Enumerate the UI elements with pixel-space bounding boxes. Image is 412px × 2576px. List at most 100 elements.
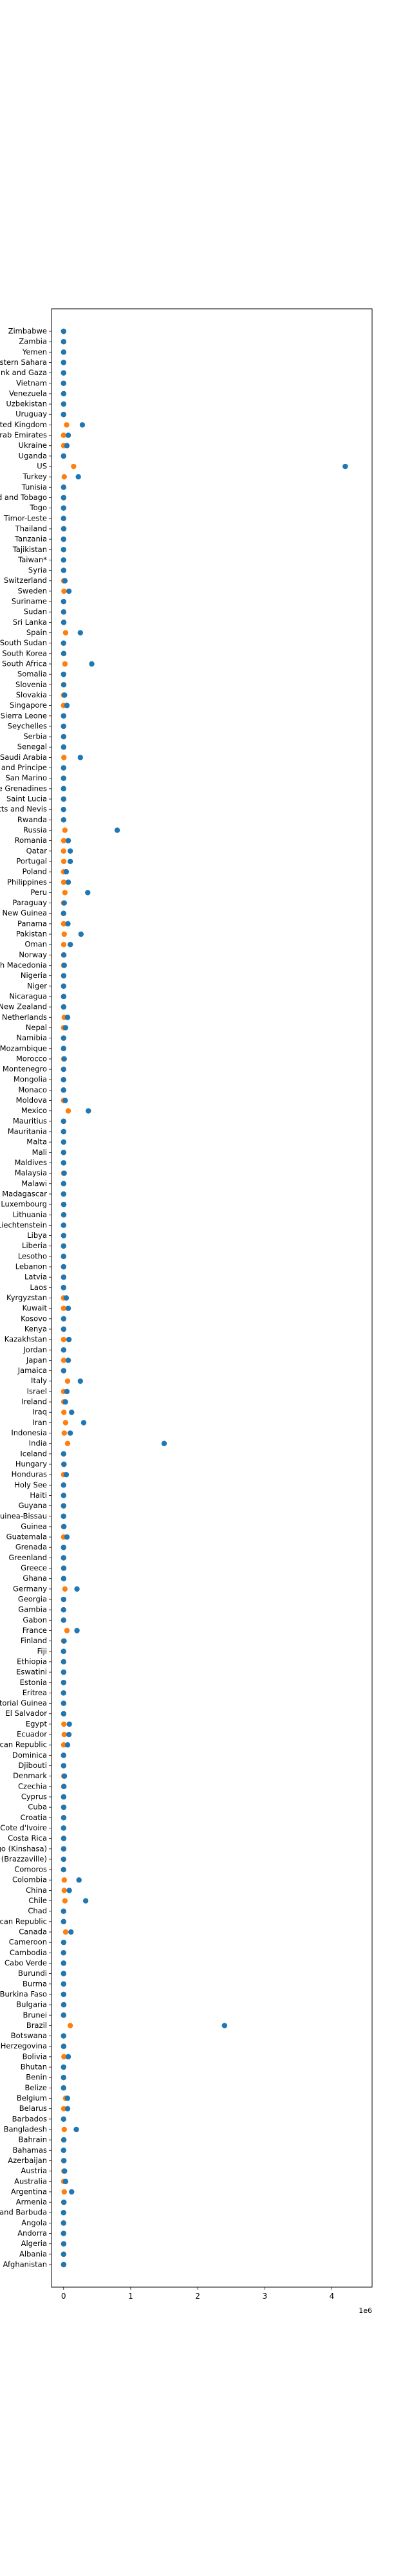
series-b-point (61, 931, 67, 937)
y-tick-label: San Marino (5, 773, 47, 782)
y-tick-label: Uganda (19, 451, 47, 460)
y-tick-label: Brunei (23, 2010, 47, 2019)
series-a-point (61, 391, 67, 397)
y-tick-label: Venezuela (9, 389, 47, 398)
series-a-point (61, 1316, 67, 1322)
y-tick-label: Estonia (20, 1678, 47, 1687)
y-tick-label: Bolivia (23, 2052, 47, 2061)
series-a-point (62, 692, 68, 698)
series-a-point (61, 1191, 66, 1197)
y-tick-label: Slovakia (16, 690, 47, 699)
series-a-point (61, 1669, 67, 1675)
y-tick-label: Barbados (12, 2114, 47, 2123)
y-tick-label: Gabon (23, 1615, 47, 1624)
y-tick-label: Iraq (33, 1408, 47, 1417)
series-a-point (62, 1025, 69, 1031)
series-a-point (67, 848, 73, 854)
series-a-point (61, 775, 66, 781)
y-tick-label: Antigua and Barbuda (0, 2208, 47, 2217)
y-tick-label: Belize (25, 2083, 47, 2092)
series-a-point (61, 1680, 67, 1686)
y-tick-label: Haiti (30, 1491, 47, 1500)
y-tick-label: United Arab Emirates (0, 430, 47, 439)
series-a-point (61, 1815, 67, 1821)
y-tick-label: United Kingdom (0, 420, 47, 429)
y-tick-label: Mozambique (0, 1044, 47, 1053)
series-a-point (161, 1440, 167, 1446)
series-a-point (61, 1971, 66, 1976)
series-a-point (61, 495, 67, 501)
series-a-point (67, 858, 73, 865)
series-a-point (61, 1045, 66, 1051)
series-b-point (64, 1378, 71, 1384)
y-tick-label: Bahrain (19, 2135, 47, 2144)
series-a-point (61, 1128, 67, 1135)
series-a-point (61, 338, 67, 345)
series-a-point (61, 1150, 66, 1155)
series-b-point (62, 1420, 69, 1426)
y-tick-label: Germany (13, 1584, 47, 1593)
series-b-point (71, 463, 77, 470)
series-a-point (69, 2189, 75, 2195)
y-tick-label: Sao Tome and Principe (0, 763, 47, 772)
series-a-point (61, 1565, 67, 1571)
series-a-point (61, 733, 67, 740)
series-a-point (64, 443, 70, 448)
y-tick-label: Fiji (37, 1646, 47, 1655)
y-tick-label: Cyprus (21, 1792, 47, 1801)
y-tick-label: Maldives (14, 1158, 47, 1167)
y-tick-label: Senegal (17, 742, 47, 751)
y-tick-label: Tajikistan (12, 545, 47, 554)
y-tick-label: Oman (24, 940, 47, 949)
series-a-point (64, 1388, 70, 1395)
y-tick-label: Nicaragua (9, 991, 47, 1000)
y-tick-label: Cameroon (9, 1938, 47, 1947)
series-a-point (61, 2220, 66, 2226)
y-tick-label: Saint Kitts and Nevis (0, 805, 47, 814)
series-a-point (66, 1888, 72, 1893)
series-b-point (61, 474, 67, 480)
series-a-point (61, 1794, 67, 1800)
y-tick-label: Guatemala (6, 1532, 47, 1541)
y-tick-label: Kosovo (21, 1314, 47, 1323)
y-tick-label: Azerbaijan (8, 2156, 47, 2165)
series-a-point (61, 1056, 67, 1062)
y-tick-label: Papua New Guinea (0, 908, 47, 917)
series-a-point (89, 661, 95, 667)
y-tick-label: Ghana (23, 1574, 47, 1583)
series-a-point (61, 453, 66, 459)
series-a-points (61, 328, 348, 2268)
y-tick-label: Mauritius (13, 1116, 47, 1125)
series-a-point (67, 1430, 73, 1436)
y-tick-label: Bhutan (21, 2063, 47, 2072)
series-b-point (61, 858, 67, 865)
y-tick-label: Belarus (19, 2104, 47, 2113)
series-a-point (61, 1493, 66, 1498)
y-tick-label: Saudi Arabia (0, 753, 47, 762)
series-b-point (61, 2106, 67, 2111)
y-tick-label: Togo (30, 503, 47, 512)
series-a-point (61, 817, 67, 823)
y-tick-label: Armenia (16, 2198, 47, 2207)
y-tick-label: Portugal (16, 856, 47, 865)
series-a-point (62, 2178, 69, 2184)
y-tick-label: Greece (21, 1563, 47, 1572)
series-a-point (61, 973, 67, 979)
series-a-point (61, 1908, 66, 1914)
series-a-point (61, 796, 67, 802)
x-axis-offset-label: 1e6 (359, 2306, 372, 2315)
y-tick-label: Mongolia (14, 1075, 47, 1084)
y-tick-label: Jamaica (17, 1366, 47, 1375)
series-b-point (61, 1430, 67, 1436)
y-tick-label: Dominica (12, 1751, 47, 1760)
y-tick-label: Canada (19, 1927, 47, 1937)
y-tick-label: Liberia (22, 1241, 47, 1250)
series-b-point (61, 1731, 67, 1738)
y-tick-label: Spain (26, 628, 47, 637)
series-a-point (61, 1960, 67, 1966)
y-tick-label: Iceland (20, 1449, 47, 1458)
y-tick-label: Lithuania (13, 1210, 47, 1219)
y-tick-label: Saint Lucia (6, 795, 47, 804)
series-a-point (61, 536, 66, 542)
